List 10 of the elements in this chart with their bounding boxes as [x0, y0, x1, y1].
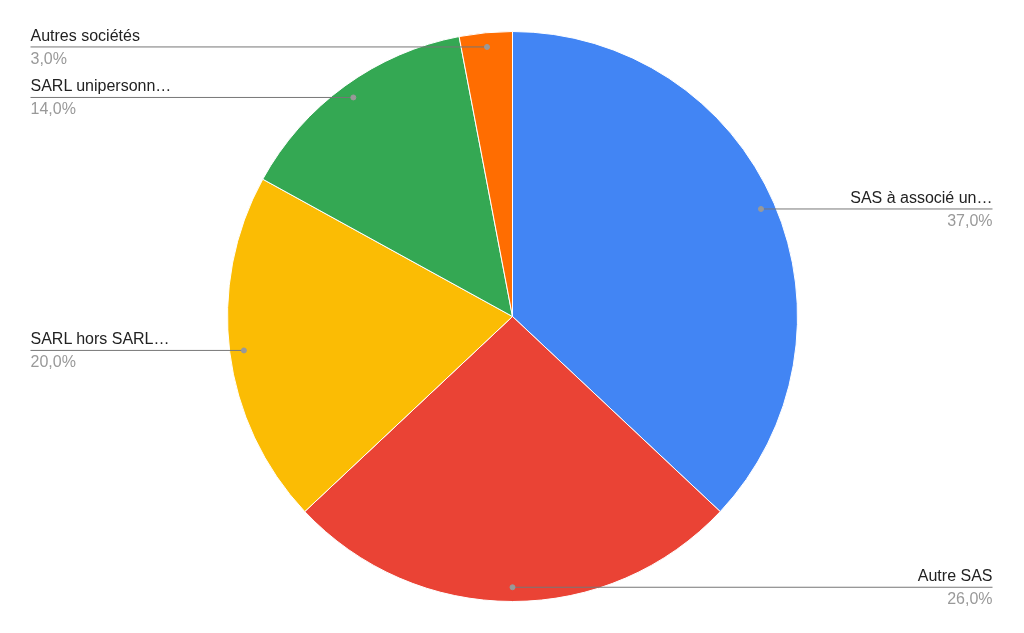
- slice-label: Autre SAS: [917, 567, 993, 585]
- slice-label: SAS à associé un…: [850, 188, 993, 206]
- data-label: 20,0%: [30, 353, 76, 371]
- data-label: 14,0%: [30, 100, 76, 118]
- data-label: 26,0%: [947, 590, 993, 608]
- slice-label: Autres sociétés: [30, 26, 140, 44]
- data-label: 37,0%: [947, 211, 993, 229]
- slice-label: SARL hors SARL…: [30, 330, 170, 348]
- slice-label: SARL unipersonn…: [30, 77, 172, 95]
- data-label: 3,0%: [30, 49, 67, 67]
